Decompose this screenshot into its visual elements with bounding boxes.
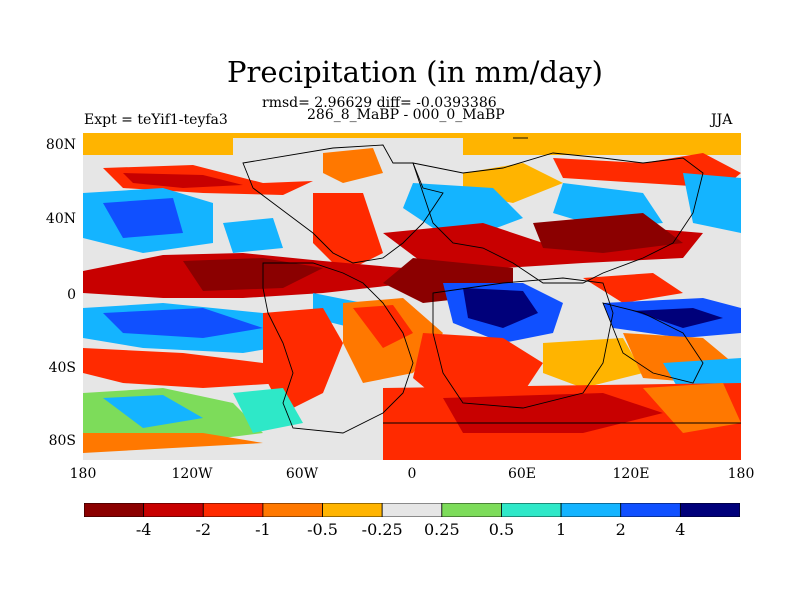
stats-subtitle: rmsd= 2.96629 diff= -0.0393386 xyxy=(262,95,497,111)
colorbar-label-5: 0.25 xyxy=(424,520,460,539)
lon-label-120e: 120E xyxy=(612,466,650,482)
season-label: JJA xyxy=(711,112,733,128)
lat-label-40s: 40S xyxy=(48,360,76,376)
lat-label-0: 0 xyxy=(67,287,76,303)
colorbar-box-9 xyxy=(620,503,681,517)
colorbar-box-2 xyxy=(202,503,264,517)
lat-label-80s: 80S xyxy=(48,433,76,449)
colorbar-box-5 xyxy=(381,503,443,517)
colorbar-label-4: -0.25 xyxy=(361,520,403,539)
plot-title: Precipitation (in mm/day) xyxy=(227,55,603,89)
lon-label-180e: 180 xyxy=(727,466,755,482)
lon-label-180w: 180 xyxy=(69,466,97,482)
colorbar-box-8 xyxy=(560,503,622,517)
precip-field xyxy=(83,133,741,460)
lon-label-120w: 120W xyxy=(171,466,213,482)
lon-label-0: 0 xyxy=(407,466,417,482)
colorbar-label-7: 1 xyxy=(555,520,567,539)
colorbar-box-3 xyxy=(262,503,323,517)
colorbar-box-6 xyxy=(441,503,502,517)
colorbar-box-7 xyxy=(501,503,562,517)
colorbar-label-0: -4 xyxy=(135,520,152,539)
experiment-label: Expt = teYif1-teyfa3 xyxy=(84,112,228,128)
colorbar-label-2: -1 xyxy=(255,520,271,539)
colorbar-box-4 xyxy=(322,503,383,517)
colorbar-label-3: -0.5 xyxy=(307,520,338,539)
precipitation-map xyxy=(83,133,741,460)
continent-outlines xyxy=(242,137,741,434)
lon-label-60e: 60E xyxy=(507,466,537,482)
colorbar xyxy=(84,503,740,517)
colorbar-label-9: 4 xyxy=(675,520,686,539)
lat-label-40n: 40N xyxy=(45,211,76,227)
lat-label-80n: 80N xyxy=(45,137,76,153)
lon-label-60w: 60W xyxy=(285,466,319,482)
colorbar-box-10 xyxy=(679,503,740,517)
colorbar-box-1 xyxy=(143,503,204,517)
period-subtitle: 286_8_MaBP - 000_0_MaBP xyxy=(307,107,505,123)
colorbar-label-8: 2 xyxy=(615,520,626,539)
colorbar-label-1: -2 xyxy=(195,520,212,539)
colorbar-label-6: 0.5 xyxy=(488,520,515,539)
colorbar-box-0 xyxy=(84,503,145,517)
